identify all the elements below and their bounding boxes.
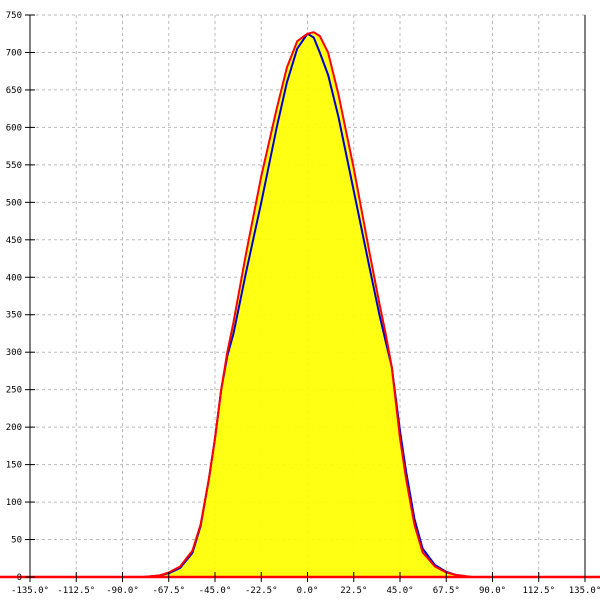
y-tick-label: 700 — [6, 48, 22, 58]
y-tick-label: 50 — [11, 536, 22, 546]
x-tick-label: 112.5° — [522, 586, 555, 596]
x-tick-label: 45.0° — [386, 586, 413, 596]
x-tick-label: 135.0° — [569, 586, 600, 596]
series-line-0 — [143, 31, 473, 578]
x-tick-label: -112.5° — [57, 586, 95, 596]
x-tick-label: -90.0° — [106, 586, 139, 596]
y-tick-label: 250 — [6, 386, 22, 396]
y-axis-ticks: 0 50 100 150 200 250 300 350 400 450 500 550 600 650 7… — [6, 11, 35, 583]
y-tick-label: 200 — [6, 423, 22, 433]
x-tick-label: -45.0° — [199, 586, 232, 596]
y-tick-label: 400 — [6, 273, 22, 283]
y-tick-label: 650 — [6, 86, 22, 96]
x-tick-label: 67.5° — [433, 586, 460, 596]
x-axis-ticks: -135.0° -112.5° -90.0° -67.5° -45.0° -22.5° 0.… — [11, 572, 600, 596]
y-tick-label: 500 — [6, 198, 22, 208]
series-lines — [0, 31, 600, 579]
y-tick-label: 750 — [6, 11, 22, 21]
x-tick-label: 0.0° — [297, 586, 319, 596]
x-tick-label: -135.0° — [11, 586, 49, 596]
axes — [29, 15, 586, 577]
y-tick-label: 300 — [6, 348, 22, 358]
y-tick-label: 350 — [6, 311, 22, 321]
y-tick-label: 150 — [6, 461, 22, 471]
area-fill-path — [143, 32, 472, 577]
y-tick-label: 0 — [17, 573, 22, 583]
x-tick-label: -22.5° — [245, 586, 278, 596]
y-tick-label: 450 — [6, 236, 22, 246]
y-tick-label: 600 — [6, 123, 22, 133]
x-tick-label: 90.0° — [479, 586, 506, 596]
y-tick-label: 100 — [6, 498, 22, 508]
y-tick-label: 550 — [6, 161, 22, 171]
x-tick-label: -67.5° — [152, 586, 185, 596]
area-fill — [143, 32, 472, 577]
x-tick-label: 22.5° — [340, 586, 367, 596]
